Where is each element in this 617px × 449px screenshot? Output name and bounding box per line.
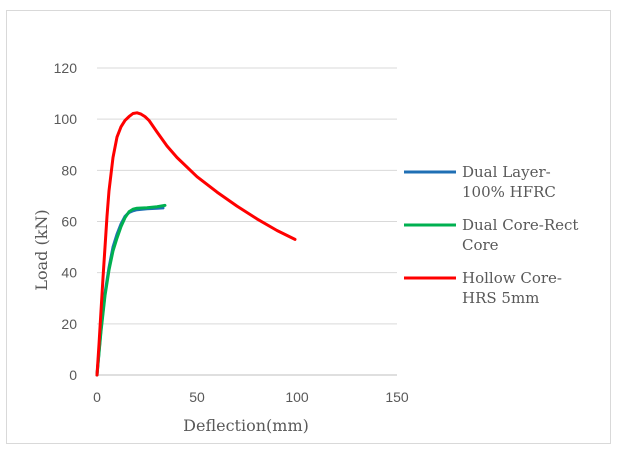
- x-tick-label: 0: [93, 389, 101, 405]
- x-tick-label: 50: [189, 389, 205, 405]
- y-tick-labels: 0 20 40 60 80 100 120: [54, 60, 78, 383]
- y-axis-title: Load (kN): [32, 209, 51, 290]
- series-line-3: [95, 111, 297, 377]
- legend-label-2: Dual Core-Rect Core: [462, 216, 578, 254]
- series-line-2: [95, 203, 167, 377]
- y-tick-label: 100: [54, 111, 78, 127]
- x-tick-labels: 0 50 100 150: [93, 389, 409, 405]
- y-tick-label: 0: [69, 367, 77, 383]
- series-lines: [95, 111, 297, 377]
- legend-label-1: Dual Layer-100% HFRC: [462, 163, 556, 201]
- gridlines: [97, 67, 397, 325]
- y-tick-label: 20: [61, 316, 77, 332]
- x-tick-label: 100: [285, 389, 309, 405]
- x-tick-label: 150: [385, 389, 409, 405]
- y-tick-label: 120: [54, 60, 78, 76]
- legend: Dual Layer-100% HFRC Dual Core-Rect Core Ho…: [404, 163, 578, 307]
- y-tick-label: 60: [61, 214, 77, 230]
- y-tick-label: 80: [61, 162, 77, 178]
- y-tick-label: 40: [61, 265, 77, 281]
- x-axis-title: Deflection(mm): [183, 416, 309, 435]
- legend-label-3: Hollow Core-HRS 5mm: [462, 269, 562, 307]
